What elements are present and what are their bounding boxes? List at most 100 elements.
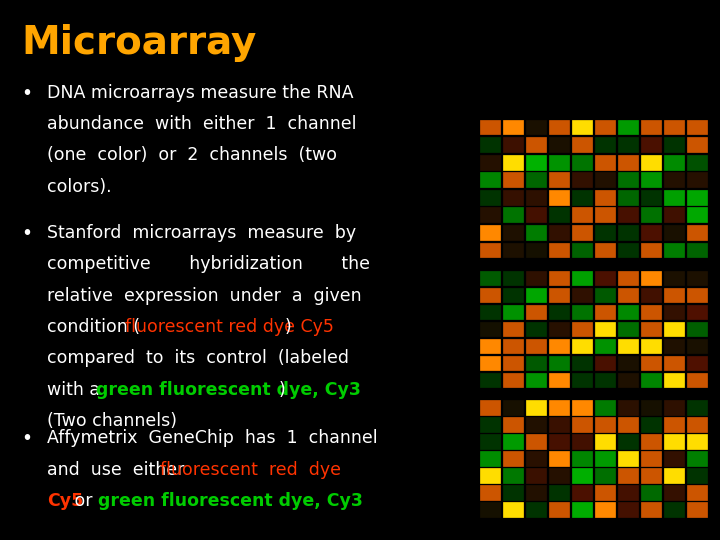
Bar — [618, 502, 639, 517]
Bar — [595, 417, 616, 433]
Bar — [526, 322, 546, 337]
Bar — [526, 137, 546, 153]
Text: Stanford  microarrays  measure  by: Stanford microarrays measure by — [47, 224, 356, 242]
Bar — [526, 120, 546, 136]
Bar — [549, 305, 570, 320]
Bar — [665, 120, 685, 136]
Bar — [503, 155, 523, 171]
Bar — [549, 434, 570, 450]
Bar — [480, 305, 500, 320]
Bar — [480, 502, 500, 517]
Bar — [618, 155, 639, 171]
Text: and  use  either: and use either — [47, 461, 189, 478]
Bar — [688, 137, 708, 153]
Bar — [503, 288, 523, 303]
Bar — [688, 242, 708, 258]
Bar — [480, 339, 500, 354]
Bar — [526, 485, 546, 501]
Bar — [642, 502, 662, 517]
Bar — [642, 120, 662, 136]
Bar — [526, 373, 546, 388]
Bar — [572, 242, 593, 258]
Bar — [526, 434, 546, 450]
Bar — [688, 502, 708, 517]
Text: Microarray: Microarray — [22, 24, 257, 62]
Bar — [503, 190, 523, 206]
Text: relative  expression  under  a  given: relative expression under a given — [47, 287, 361, 305]
Bar — [618, 417, 639, 433]
Bar — [688, 339, 708, 354]
Bar — [526, 451, 546, 467]
Bar — [503, 373, 523, 388]
Bar — [618, 434, 639, 450]
Bar — [526, 242, 546, 258]
Bar — [665, 172, 685, 188]
Bar — [642, 155, 662, 171]
Bar — [549, 271, 570, 286]
Bar — [618, 288, 639, 303]
Bar — [618, 207, 639, 223]
Bar — [642, 401, 662, 416]
Bar — [642, 356, 662, 371]
Bar — [688, 172, 708, 188]
Bar — [688, 451, 708, 467]
Bar — [503, 225, 523, 241]
Bar — [480, 434, 500, 450]
Bar — [688, 485, 708, 501]
Bar — [526, 401, 546, 416]
Bar — [480, 207, 500, 223]
Bar — [688, 120, 708, 136]
Bar — [595, 373, 616, 388]
Bar — [572, 155, 593, 171]
Bar — [618, 172, 639, 188]
Bar — [549, 468, 570, 484]
Bar — [595, 485, 616, 501]
Bar — [688, 434, 708, 450]
Bar — [549, 322, 570, 337]
Bar — [642, 225, 662, 241]
Bar — [595, 137, 616, 153]
Bar — [549, 172, 570, 188]
Text: fluorescent  red  dye: fluorescent red dye — [160, 461, 341, 478]
Bar — [526, 207, 546, 223]
Bar — [526, 288, 546, 303]
Bar — [503, 137, 523, 153]
Bar — [642, 137, 662, 153]
Bar — [618, 305, 639, 320]
Bar — [665, 190, 685, 206]
Bar — [572, 137, 593, 153]
Bar — [688, 271, 708, 286]
Text: abundance  with  either  1  channel: abundance with either 1 channel — [47, 115, 356, 133]
Text: •: • — [22, 84, 32, 103]
Bar — [642, 207, 662, 223]
Bar — [688, 401, 708, 416]
Bar — [665, 322, 685, 337]
Text: green fluorescent dye, Cy3: green fluorescent dye, Cy3 — [96, 381, 361, 399]
Bar — [480, 417, 500, 433]
Bar — [503, 417, 523, 433]
Bar — [618, 451, 639, 467]
Bar — [480, 172, 500, 188]
Bar — [572, 305, 593, 320]
Bar — [572, 356, 593, 371]
Bar — [526, 172, 546, 188]
Bar — [549, 339, 570, 354]
Bar — [526, 190, 546, 206]
Bar — [549, 242, 570, 258]
Bar — [665, 434, 685, 450]
Bar — [688, 356, 708, 371]
Bar — [549, 225, 570, 241]
Bar — [618, 339, 639, 354]
Bar — [503, 502, 523, 517]
Bar — [618, 225, 639, 241]
Bar — [480, 155, 500, 171]
Bar — [549, 155, 570, 171]
Bar — [595, 305, 616, 320]
Bar — [572, 288, 593, 303]
Bar — [503, 172, 523, 188]
Bar — [595, 451, 616, 467]
Bar — [665, 225, 685, 241]
Bar — [480, 288, 500, 303]
Bar — [665, 207, 685, 223]
Bar — [503, 434, 523, 450]
